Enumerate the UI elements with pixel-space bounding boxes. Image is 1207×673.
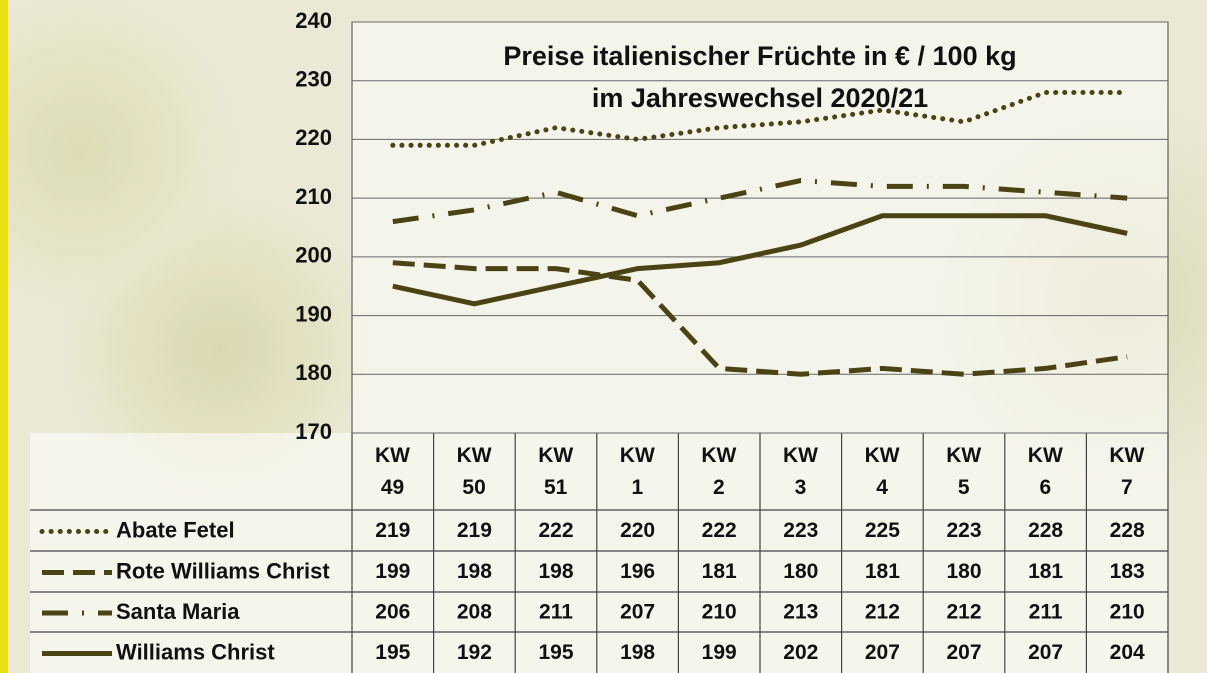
table-value: 211 <box>1029 601 1063 624</box>
table-value: 204 <box>1110 641 1145 664</box>
y-tick-label: 200 <box>295 243 332 268</box>
table-value: 199 <box>375 560 410 583</box>
table-value: 228 <box>1028 519 1063 542</box>
table-value: 222 <box>702 519 737 542</box>
table-value: 181 <box>702 560 737 583</box>
x-tick-label: KW 49 <box>352 440 433 504</box>
x-tick-text: KW 7 <box>1109 440 1144 504</box>
table-value: 180 <box>946 560 981 583</box>
y-tick-label: 170 <box>295 419 332 444</box>
x-tick-label: KW 7 <box>1086 440 1167 504</box>
table-value: 208 <box>457 601 492 624</box>
table-value: 181 <box>865 560 900 583</box>
page: Preise italienischer Früchte in € / 100 … <box>0 0 1207 673</box>
x-tick-text: KW 5 <box>946 440 981 504</box>
table-value: 202 <box>783 641 818 664</box>
table-value: 195 <box>375 641 410 664</box>
table-value: 198 <box>457 560 492 583</box>
x-tick-label: KW 1 <box>597 440 678 504</box>
x-tick-text: KW 51 <box>538 440 573 504</box>
y-tick-label: 210 <box>295 184 332 209</box>
table-value: 207 <box>1028 641 1063 664</box>
table-value: 199 <box>702 641 737 664</box>
y-tick-label: 240 <box>295 8 332 33</box>
legend-label: Rote Williams Christ <box>116 558 330 583</box>
table-value: 195 <box>538 641 573 664</box>
chart-title: Preise italienischer Früchte in € / 100 … <box>503 41 1016 71</box>
y-tick-label: 230 <box>295 67 332 92</box>
table-value: 222 <box>538 519 573 542</box>
table-value: 198 <box>538 560 573 583</box>
x-tick-label: KW 50 <box>434 440 515 504</box>
table-value: 223 <box>946 519 981 542</box>
table-value: 220 <box>620 519 655 542</box>
table-value: 207 <box>946 641 981 664</box>
table-value: 206 <box>375 601 410 624</box>
x-tick-label: KW 6 <box>1005 440 1086 504</box>
x-tick-text: KW 2 <box>701 440 736 504</box>
table-value: 192 <box>457 641 492 664</box>
legend-label: Abate Fetel <box>116 517 235 542</box>
table-value: 219 <box>375 519 410 542</box>
x-tick-label: KW 5 <box>923 440 1004 504</box>
x-tick-label: KW 2 <box>678 440 759 504</box>
legend-label: Williams Christ <box>116 639 275 664</box>
y-tick-label: 180 <box>295 360 332 385</box>
chart: Preise italienischer Früchte in € / 100 … <box>0 0 1207 673</box>
table-value: 212 <box>946 601 981 624</box>
table-value: 198 <box>620 641 655 664</box>
y-tick-label: 220 <box>295 125 332 150</box>
legend-label: Santa Maria <box>116 599 240 624</box>
table-value: 225 <box>865 519 900 542</box>
x-tick-text: KW 4 <box>865 440 900 504</box>
table-value: 196 <box>620 560 655 583</box>
x-tick-label: KW 3 <box>760 440 841 504</box>
x-tick-text: KW 6 <box>1028 440 1063 504</box>
table-value: 228 <box>1110 519 1145 542</box>
x-tick-text: KW 3 <box>783 440 818 504</box>
table-value: 207 <box>620 601 655 624</box>
x-tick-label: KW 51 <box>515 440 596 504</box>
table-value: 210 <box>702 601 737 624</box>
x-tick-text: KW 50 <box>457 440 492 504</box>
x-tick-text: KW 49 <box>375 440 410 504</box>
chart-subtitle: im Jahreswechsel 2020/21 <box>592 83 928 113</box>
y-tick-label: 190 <box>295 301 332 326</box>
table-value: 219 <box>457 519 492 542</box>
table-value: 223 <box>783 519 818 542</box>
table-value: 213 <box>783 601 818 624</box>
table-value: 180 <box>783 560 818 583</box>
table-value: 207 <box>865 641 900 664</box>
table-value: 181 <box>1028 560 1063 583</box>
x-tick-label: KW 4 <box>842 440 923 504</box>
table-value: 183 <box>1110 560 1145 583</box>
table-value: 212 <box>865 601 900 624</box>
table-value: 210 <box>1110 601 1145 624</box>
x-tick-text: KW 1 <box>620 440 655 504</box>
table-value: 211 <box>539 601 573 624</box>
side-stripe <box>0 0 8 673</box>
